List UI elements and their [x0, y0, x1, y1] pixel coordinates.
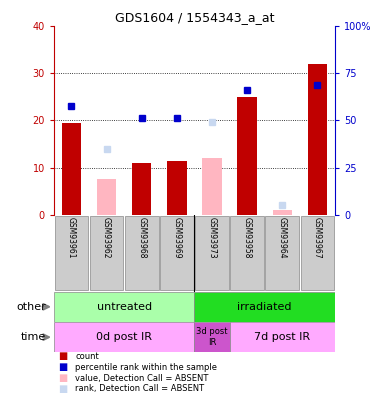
Bar	[194, 292, 335, 322]
Bar	[203, 158, 222, 215]
Text: rank, Detection Call = ABSENT: rank, Detection Call = ABSENT	[75, 384, 204, 393]
Text: 0d post IR: 0d post IR	[96, 332, 152, 342]
Bar	[308, 64, 327, 215]
Text: GSM93973: GSM93973	[208, 217, 216, 258]
Title: GDS1604 / 1554343_a_at: GDS1604 / 1554343_a_at	[115, 11, 274, 24]
Bar	[194, 322, 229, 352]
Text: value, Detection Call = ABSENT: value, Detection Call = ABSENT	[75, 373, 208, 382]
Bar	[229, 322, 335, 352]
Text: count: count	[75, 352, 99, 361]
Bar	[132, 163, 151, 215]
Bar	[54, 292, 194, 322]
Text: ■: ■	[58, 352, 67, 361]
Bar	[54, 322, 194, 352]
Text: GSM93958: GSM93958	[243, 217, 252, 258]
Text: ■: ■	[58, 384, 67, 394]
Text: GSM93968: GSM93968	[137, 217, 146, 258]
Bar	[125, 216, 159, 290]
Bar	[273, 210, 292, 215]
Bar	[62, 123, 81, 215]
Text: 3d post
IR: 3d post IR	[196, 328, 228, 347]
Text: GSM93967: GSM93967	[313, 217, 322, 258]
Bar	[55, 216, 88, 290]
Bar	[97, 179, 116, 215]
Bar	[238, 97, 257, 215]
Text: irradiated: irradiated	[238, 302, 292, 312]
Text: GSM93962: GSM93962	[102, 217, 111, 258]
Text: time: time	[21, 332, 46, 342]
Text: other: other	[17, 302, 46, 312]
Text: ■: ■	[58, 373, 67, 383]
Bar	[90, 216, 124, 290]
Text: ■: ■	[58, 362, 67, 372]
Text: GSM93961: GSM93961	[67, 217, 76, 258]
Bar	[265, 216, 299, 290]
Bar	[230, 216, 264, 290]
Text: percentile rank within the sample: percentile rank within the sample	[75, 363, 217, 372]
Text: 7d post IR: 7d post IR	[254, 332, 310, 342]
Text: untreated: untreated	[97, 302, 152, 312]
Bar	[160, 216, 194, 290]
Bar	[195, 216, 229, 290]
Text: GSM93969: GSM93969	[172, 217, 181, 258]
Text: GSM93964: GSM93964	[278, 217, 287, 258]
Bar	[301, 216, 334, 290]
Bar	[167, 160, 186, 215]
